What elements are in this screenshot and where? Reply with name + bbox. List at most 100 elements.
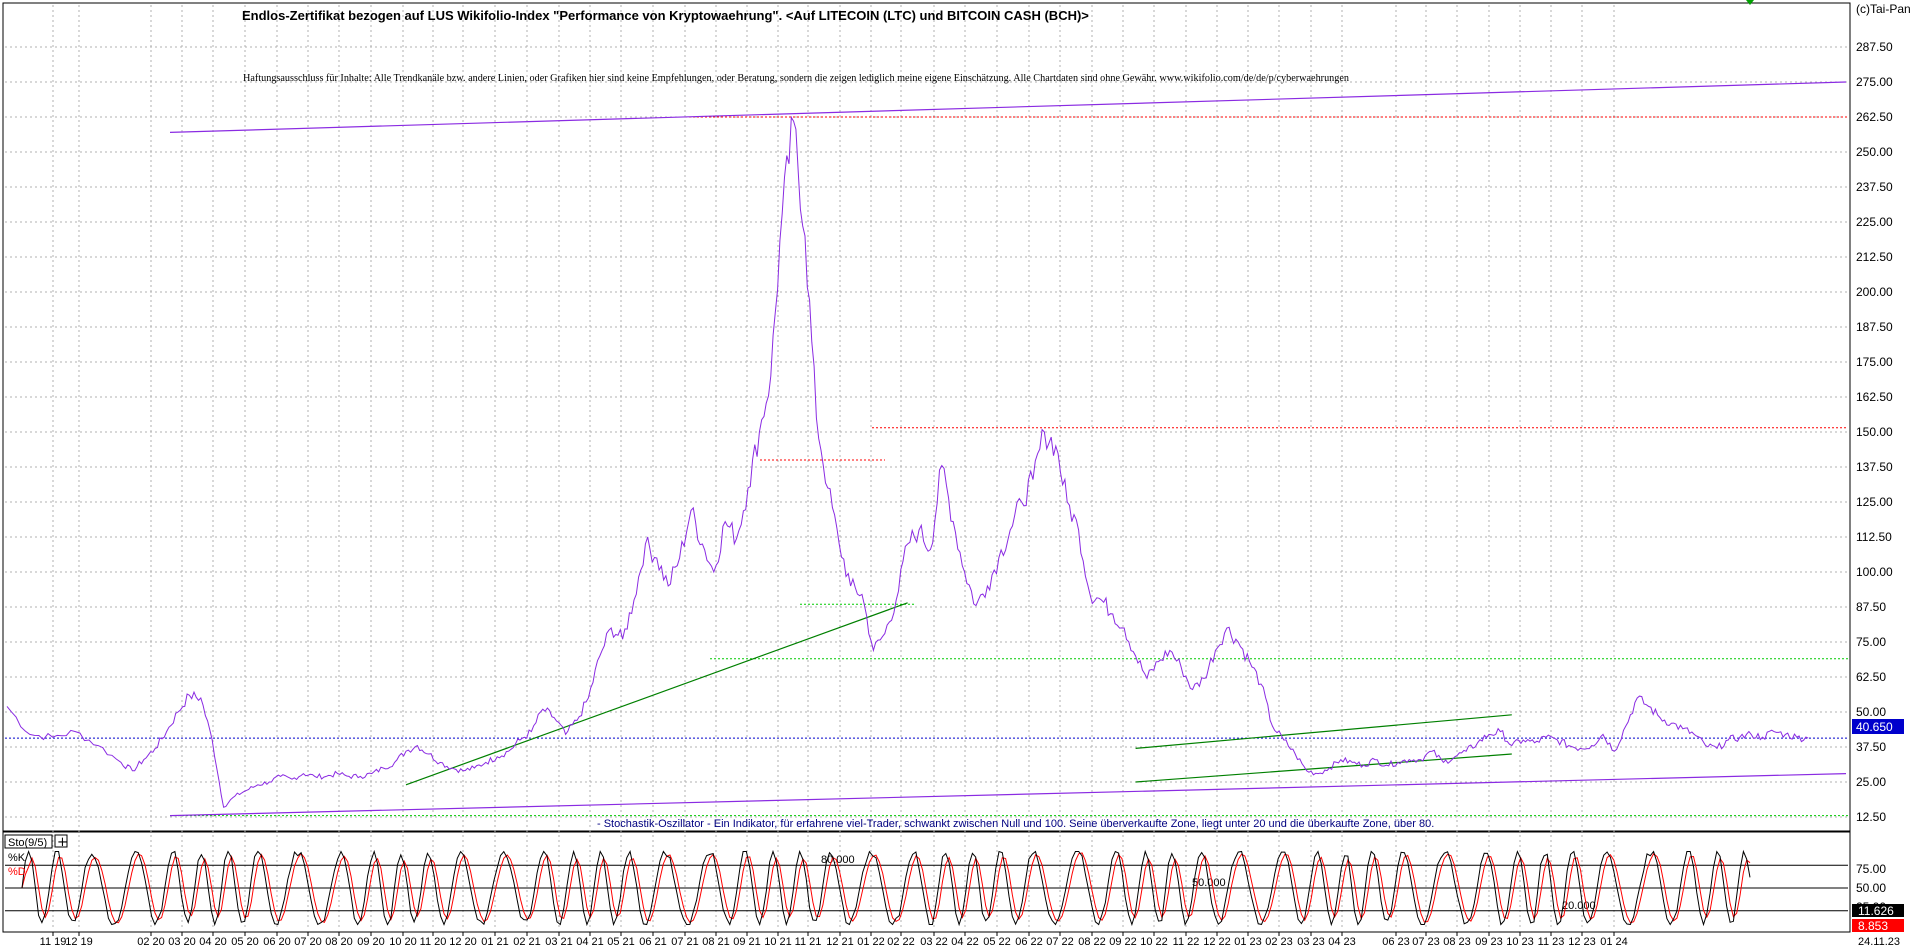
x-tick-label: 02 20 [137, 936, 165, 948]
x-tick-label: 07 20 [294, 936, 322, 948]
x-tick-label: 08 20 [325, 936, 353, 948]
disclaimer-text: Haftungsausschluss für Inhalte: Alle Tre… [243, 73, 1349, 84]
x-tick-label: 03 23 [1297, 936, 1325, 948]
price-series [6, 115, 1809, 808]
chart-title: Endlos-Zertifikat bezogen auf LUS Wikifo… [242, 8, 1089, 23]
x-tick-label: 12 22 [1203, 936, 1231, 948]
x-tick-label: 11 23 [1538, 936, 1565, 948]
y-tick-label: 87.50 [1856, 600, 1886, 614]
y-tick-label: 287.50 [1856, 40, 1893, 54]
x-tick-label: 02 22 [887, 936, 915, 948]
x-tick-label: 05 20 [231, 936, 259, 948]
x-tick-label: 12 21 [826, 936, 854, 948]
y-tick-label: 150.00 [1856, 425, 1893, 439]
x-tick-label: 11 21 [795, 936, 822, 948]
plus-icon: + [57, 835, 68, 850]
y-tick-label: 12.50 [1856, 810, 1886, 824]
x-tick-label: 08 21 [702, 936, 730, 948]
top-marker-icon [1746, 0, 1754, 5]
x-tick-label: 11 19 [40, 936, 67, 948]
y-tick-label: 250.00 [1856, 145, 1893, 159]
indicator-level-label: 80.000 [821, 854, 855, 866]
y-tick-label: 37.50 [1856, 740, 1886, 754]
x-tick-label: 03 22 [920, 936, 948, 948]
x-tick-label: 12 23 [1568, 936, 1596, 948]
indicator-y-tick: 75.00 [1856, 862, 1886, 876]
y-tick-label: 62.50 [1856, 670, 1886, 684]
y-tick-label: 237.50 [1856, 180, 1893, 194]
y-tick-label: 225.00 [1856, 215, 1893, 229]
x-tick-label: 11 22 [1173, 936, 1200, 948]
x-tick-label: 05 22 [983, 936, 1011, 948]
x-tick-label: 01 22 [857, 936, 885, 948]
x-tick-label: 10 22 [1140, 936, 1168, 948]
x-tick-label: 05 21 [607, 936, 635, 948]
y-tick-label: 187.50 [1856, 320, 1893, 334]
y-tick-label: 50.00 [1856, 705, 1886, 719]
y-tick-label: 200.00 [1856, 285, 1893, 299]
indicator-note: - Stochastik-Oszillator - Ein Indikator,… [597, 818, 1434, 830]
trendlines [169, 81, 1847, 817]
x-tick-label: 02 21 [513, 936, 541, 948]
stoch-d-line [21, 852, 1751, 924]
indicator-expand-button[interactable] [54, 834, 68, 848]
d-value: 8.853 [1858, 919, 1888, 933]
x-tick-label: 07 23 [1412, 936, 1440, 948]
x-tick-label: 10 21 [764, 936, 792, 948]
last-price-value: 40.650 [1856, 720, 1893, 734]
grid [5, 5, 1848, 930]
x-tick-label: 06 21 [639, 936, 667, 948]
x-tick-label: 06 20 [263, 936, 291, 948]
indicator-title: Sto(9/5) [8, 837, 47, 849]
date-footer: 24.11.23 [1858, 936, 1900, 948]
k-value: 11.626 [1858, 904, 1894, 918]
trendline [1135, 714, 1512, 749]
x-tick-label: 09 20 [357, 936, 385, 948]
y-tick-label: 162.50 [1856, 390, 1893, 404]
y-tick-label: 25.00 [1856, 775, 1886, 789]
x-tick-label: 03 21 [545, 936, 573, 948]
y-tick-label: 275.00 [1856, 75, 1893, 89]
y-tick-label: 112.50 [1856, 530, 1892, 544]
y-axis-ticks: 12.50 25.00 37.50 50.00 62.50 75.00 87.50 100.0… [1856, 40, 1893, 824]
x-tick-label: 07 22 [1046, 936, 1074, 948]
legend-d: %D [8, 866, 26, 878]
stoch-k-line [21, 849, 1751, 927]
x-tick-label: 03 20 [168, 936, 196, 948]
trendline [1135, 753, 1512, 783]
d-value-badge [1852, 919, 1904, 932]
indicator-label-box [4, 834, 53, 849]
x-tick-label: 10 23 [1506, 936, 1534, 948]
trendline [405, 602, 908, 786]
price-line [6, 115, 1809, 808]
legend-k: %K [8, 852, 26, 864]
y-tick-label: 100.00 [1856, 565, 1893, 579]
y-tick-label: 137.50 [1856, 460, 1893, 474]
x-tick-label: 10 20 [389, 936, 417, 948]
copyright-label: (c)Tai-Pan [1856, 2, 1911, 16]
x-tick-label: 02 23 [1265, 936, 1293, 948]
x-tick-label: 08 22 [1078, 936, 1106, 948]
x-tick-label: 07 21 [671, 936, 699, 948]
x-tick-label: 12 19 [65, 936, 93, 948]
x-tick-label: 12 20 [449, 936, 477, 948]
x-tick-label: 04 23 [1328, 936, 1356, 948]
y-tick-label: 212.50 [1856, 250, 1893, 264]
indicator-level-label: 20.000 [1562, 900, 1596, 912]
x-tick-label: 06 22 [1015, 936, 1043, 948]
x-tick-label: 09 21 [733, 936, 761, 948]
x-tick-label: 09 23 [1475, 936, 1503, 948]
x-tick-label: 01 23 [1234, 936, 1262, 948]
x-tick-label: 11 20 [420, 936, 447, 948]
x-tick-label: 04 21 [576, 936, 604, 948]
horizontal-levels [5, 116, 1848, 817]
x-tick-label: 09 22 [1109, 936, 1137, 948]
x-tick-label: 01 24 [1600, 936, 1628, 948]
trendline [169, 81, 1847, 133]
x-tick-label: 04 22 [951, 936, 979, 948]
trendline [169, 773, 1847, 817]
k-value-badge [1852, 904, 1904, 917]
y-tick-label: 262.50 [1856, 110, 1893, 124]
